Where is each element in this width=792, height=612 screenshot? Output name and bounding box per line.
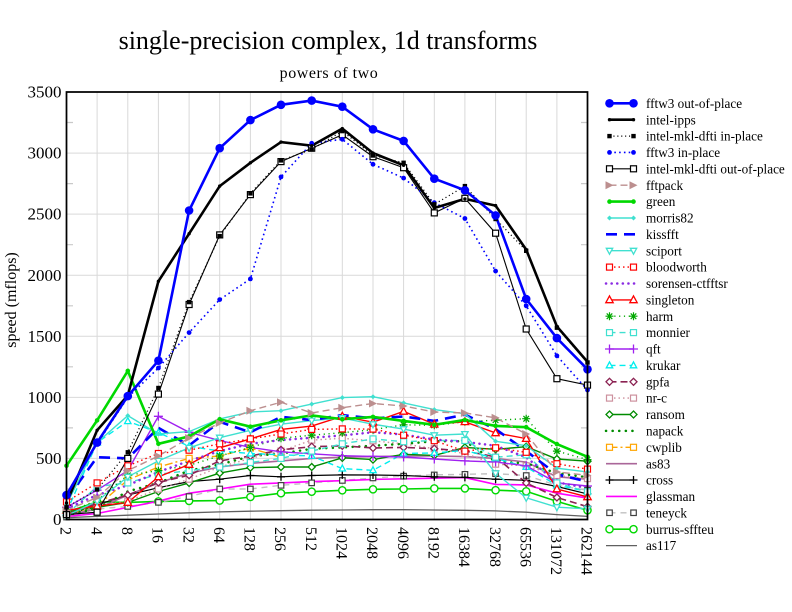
svg-text:ransom: ransom [646, 407, 686, 422]
svg-text:0: 0 [53, 510, 62, 529]
svg-text:512: 512 [302, 527, 319, 551]
svg-text:sciport: sciport [646, 243, 682, 258]
svg-text:fftw3 out-of-place: fftw3 out-of-place [646, 96, 742, 111]
svg-text:nr-c: nr-c [646, 391, 667, 406]
svg-text:as117: as117 [646, 538, 677, 553]
svg-text:intel-ipps: intel-ipps [646, 112, 696, 127]
svg-text:32: 32 [179, 527, 196, 543]
svg-text:intel-mkl-dfti out-of-place: intel-mkl-dfti out-of-place [646, 161, 785, 176]
svg-text:harm: harm [646, 309, 674, 324]
svg-text:2500: 2500 [28, 205, 62, 224]
svg-text:256: 256 [271, 527, 288, 551]
svg-text:green: green [646, 194, 676, 209]
svg-text:16: 16 [149, 527, 166, 543]
svg-text:singleton: singleton [646, 293, 695, 308]
svg-text:cross: cross [646, 473, 673, 488]
svg-text:2048: 2048 [363, 527, 380, 559]
svg-text:1500: 1500 [28, 327, 62, 346]
svg-text:napack: napack [646, 424, 684, 439]
svg-text:morris82: morris82 [646, 211, 694, 226]
svg-text:monnier: monnier [646, 325, 691, 340]
svg-text:powers of two: powers of two [280, 65, 379, 82]
svg-text:32768: 32768 [486, 527, 503, 567]
svg-text:burrus-sffteu: burrus-sffteu [646, 522, 714, 537]
svg-text:1024: 1024 [333, 527, 350, 559]
svg-text:gpfa: gpfa [646, 374, 670, 389]
svg-text:1000: 1000 [28, 388, 62, 407]
svg-text:qft: qft [646, 342, 661, 357]
svg-text:4: 4 [87, 527, 104, 535]
svg-text:8192: 8192 [425, 527, 442, 559]
svg-text:glassman: glassman [646, 489, 695, 504]
svg-text:500: 500 [36, 449, 62, 468]
svg-text:16384: 16384 [455, 527, 472, 567]
svg-text:131072: 131072 [547, 527, 564, 575]
svg-text:speed (mflops): speed (mflops) [3, 252, 20, 348]
svg-text:4096: 4096 [394, 527, 411, 559]
svg-text:64: 64 [210, 527, 227, 543]
svg-text:fftw3 in-place: fftw3 in-place [646, 145, 720, 160]
svg-text:3500: 3500 [28, 83, 62, 102]
svg-text:single-precision complex, 1d t: single-precision complex, 1d transforms [119, 26, 538, 55]
svg-text:kissfft: kissfft [646, 227, 679, 242]
svg-text:128: 128 [241, 527, 258, 551]
svg-text:8: 8 [118, 527, 135, 535]
svg-text:bloodworth: bloodworth [646, 260, 707, 275]
svg-text:cwplib: cwplib [646, 440, 682, 455]
svg-text:intel-mkl-dfti in-place: intel-mkl-dfti in-place [646, 129, 763, 144]
svg-text:2: 2 [57, 527, 74, 535]
svg-text:262144: 262144 [578, 527, 595, 575]
svg-text:2000: 2000 [28, 266, 62, 285]
svg-text:3000: 3000 [28, 144, 62, 163]
svg-text:sorensen-ctfftsr: sorensen-ctfftsr [646, 276, 728, 291]
svg-text:fftpack: fftpack [646, 178, 684, 193]
svg-text:as83: as83 [646, 456, 671, 471]
svg-text:krukar: krukar [646, 358, 681, 373]
svg-text:65536: 65536 [516, 527, 533, 567]
svg-text:teneyck: teneyck [646, 505, 687, 520]
